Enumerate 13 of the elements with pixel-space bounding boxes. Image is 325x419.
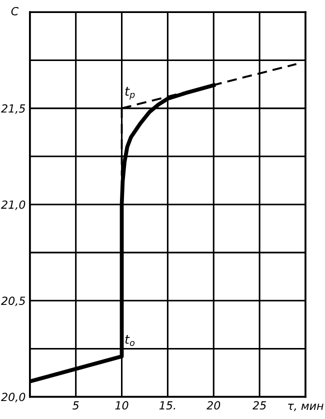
x-tick-label: 25 (252, 401, 266, 410)
x-tick-label: 5 (72, 401, 79, 410)
y-axis-title: C (11, 6, 19, 16)
x-tick-label: 10 (115, 401, 128, 410)
x-tick-label: 15. (159, 401, 176, 410)
x-tick-label: 20 (206, 401, 220, 410)
x-axis-title: τ, мин (288, 404, 324, 412)
y-tick-label: 21,5 (1, 104, 26, 114)
y-tick-label: 20,0 (1, 392, 26, 402)
annotation: t$_{o}$ (125, 335, 135, 346)
annotation: t$_{p}$ (125, 86, 135, 100)
y-tick-label: 21,0 (1, 200, 26, 210)
y-tick-label: 20,5 (1, 296, 26, 306)
